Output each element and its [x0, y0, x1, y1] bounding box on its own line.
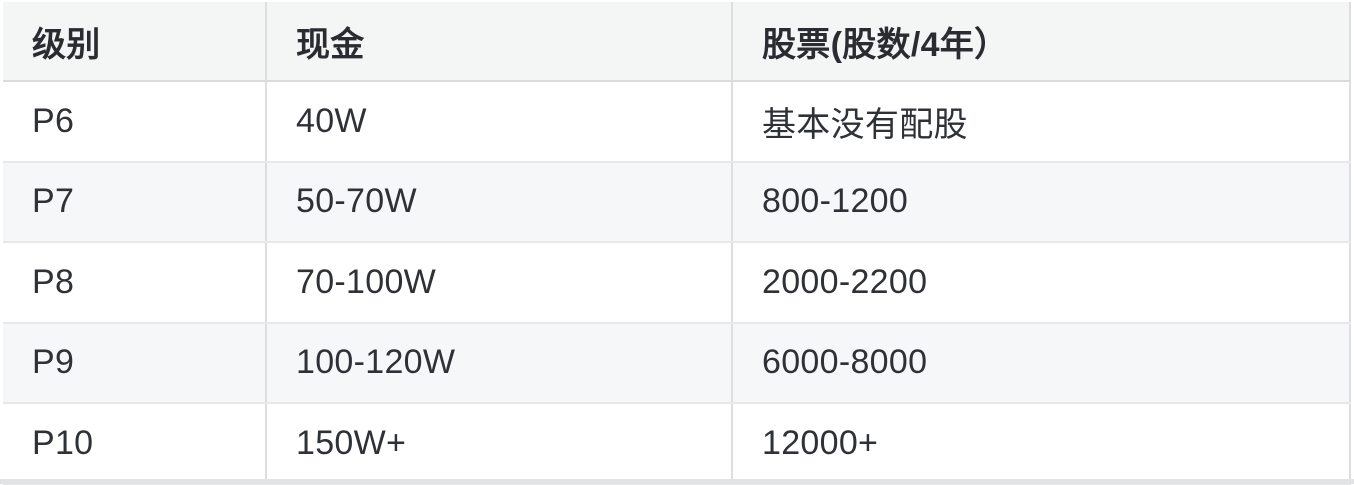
cell-cash: 150W+ [267, 404, 733, 483]
header-cell-level: 级别 [3, 2, 267, 80]
cell-stock: 800-1200 [733, 162, 1351, 241]
table-row-p7: P7 50-70W 800-1200 [3, 162, 1351, 243]
cell-level: P6 [3, 82, 267, 161]
cell-stock: 基本没有配股 [733, 82, 1351, 161]
table-row-p6: P6 40W 基本没有配股 [3, 82, 1351, 163]
table-bottom-border [0, 479, 1354, 484]
cell-cash: 50-70W [267, 162, 733, 241]
header-cell-cash: 现金 [267, 2, 733, 80]
cell-cash: 100-120W [267, 323, 733, 402]
cell-stock: 2000-2200 [733, 243, 1351, 322]
compensation-table: 级别 现金 股票(股数/4年） P6 40W 基本没有配股 P7 50-70W … [3, 2, 1351, 485]
cell-stock: 12000+ [733, 404, 1351, 483]
cell-level: P8 [3, 243, 267, 322]
cell-level: P7 [3, 162, 267, 241]
header-cell-stock: 股票(股数/4年） [733, 2, 1351, 80]
table-row-p10: P10 150W+ 12000+ [3, 404, 1351, 485]
cell-stock: 6000-8000 [733, 323, 1351, 402]
cell-level: P10 [3, 404, 267, 483]
table-row-p9: P9 100-120W 6000-8000 [3, 323, 1351, 404]
cell-level: P9 [3, 323, 267, 402]
cell-cash: 40W [267, 82, 733, 161]
table-header-row: 级别 现金 股票(股数/4年） [3, 2, 1351, 82]
table-row-p8: P8 70-100W 2000-2200 [3, 243, 1351, 324]
cell-cash: 70-100W [267, 243, 733, 322]
